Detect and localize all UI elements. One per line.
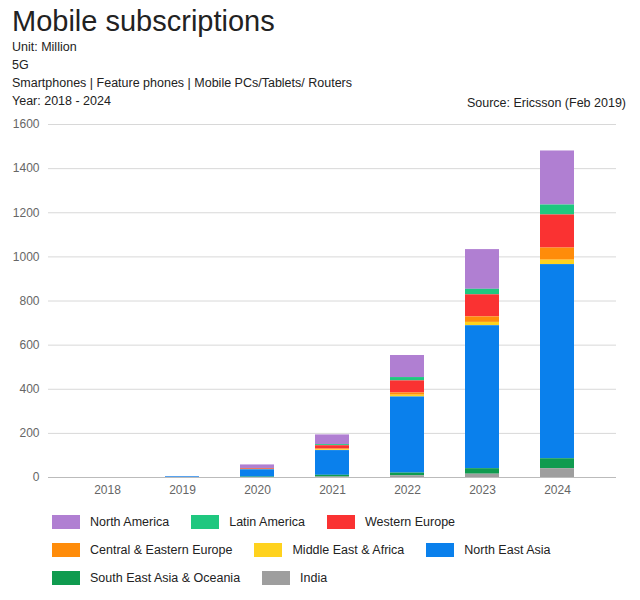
svg-text:1200: 1200 (13, 206, 40, 220)
html-text:India: India (300, 571, 328, 585)
svg-text:2023: 2023 (469, 483, 496, 497)
svg-text:1000: 1000 (13, 250, 40, 264)
html-text:Mobile subscriptions: Mobile subscriptions (12, 5, 275, 37)
html-text:Unit: Million: Unit: Million (12, 40, 77, 54)
html-text:Smartphones | Feature phones |: Smartphones | Feature phones | Mobile PC… (12, 76, 352, 90)
html-text:North America: North America (90, 515, 170, 529)
svg-text:200: 200 (19, 426, 39, 440)
svg-text:2022: 2022 (394, 483, 421, 497)
html-text:North East Asia: North East Asia (464, 543, 551, 557)
html-text:Source: Ericsson (Feb 2019): Source: Ericsson (Feb 2019) (466, 96, 626, 110)
svg-text:2018: 2018 (94, 483, 121, 497)
html-text:South East Asia & Oceania: South East Asia & Oceania (90, 571, 241, 585)
svg-text:1600: 1600 (13, 117, 40, 131)
html-text:Western Europe: Western Europe (364, 515, 455, 529)
svg-text:600: 600 (19, 338, 39, 352)
html-text:Latin America: Latin America (229, 515, 305, 529)
svg-text:1400: 1400 (13, 161, 40, 175)
svg-text:2019: 2019 (169, 483, 196, 497)
html-text:5G: 5G (12, 58, 29, 72)
html-text:Year: 2018 - 2024: Year: 2018 - 2024 (12, 94, 111, 108)
html-text:Central & Eastern Europe: Central & Eastern Europe (90, 543, 233, 557)
html-text:Middle East & Africa: Middle East & Africa (292, 543, 405, 557)
svg-text:0: 0 (33, 470, 40, 484)
svg-text:2021: 2021 (319, 483, 346, 497)
svg-text:800: 800 (19, 294, 39, 308)
svg-text:400: 400 (19, 382, 39, 396)
svg-text:2024: 2024 (544, 483, 571, 497)
svg-text:2020: 2020 (244, 483, 271, 497)
